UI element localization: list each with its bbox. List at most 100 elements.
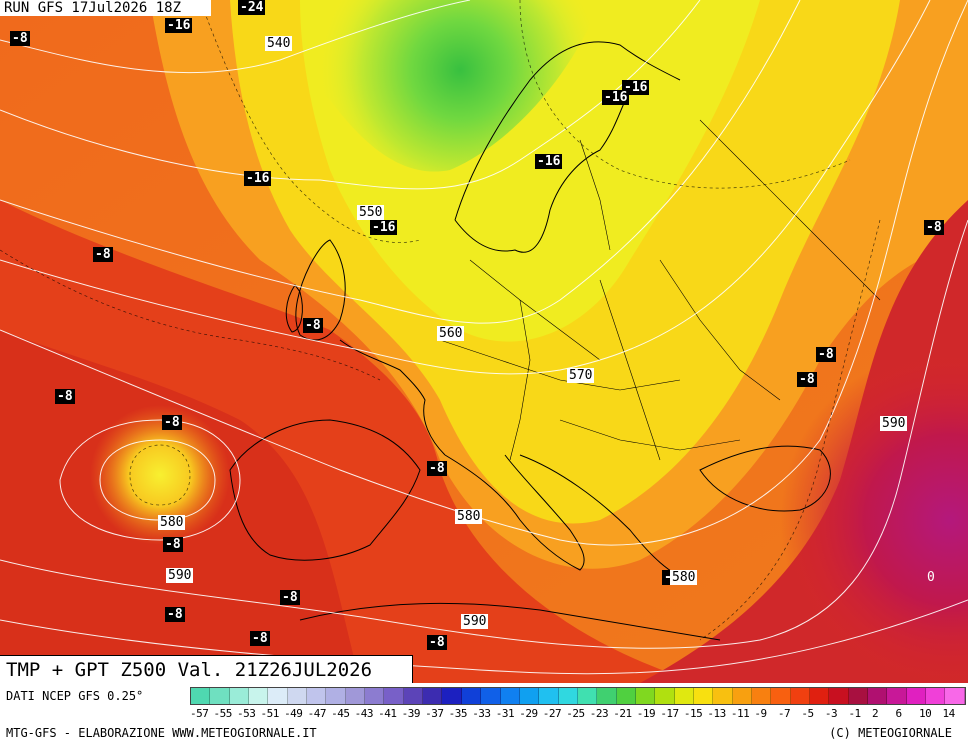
temperature-label: -16 [370, 220, 398, 235]
scale-tick-label: -35 [448, 707, 468, 720]
map-canvas [0, 0, 968, 683]
scale-swatch [829, 688, 849, 704]
coast-scandinavia [454, 41, 681, 221]
scale-tick-label: -55 [213, 707, 233, 720]
temperature-label: -16 [602, 90, 630, 105]
scale-tick-label: -43 [354, 707, 374, 720]
scale-tick-label: -41 [378, 707, 397, 720]
scale-swatch [577, 688, 598, 704]
scale-swatch [307, 688, 327, 704]
temperature-label: 0 [927, 570, 935, 585]
scale-tick-label: -15 [683, 707, 703, 720]
temperature-label: -8 [162, 415, 182, 430]
scale-swatch [848, 688, 869, 704]
extreme-zone [760, 330, 968, 683]
scale-tick-label: 10 [918, 707, 932, 720]
coast-balkans [519, 454, 691, 581]
scale-swatch [616, 688, 636, 704]
scale-swatch [906, 688, 927, 704]
scale-tick-label: -9 [754, 707, 767, 720]
coast-italy [444, 454, 585, 571]
copyright-text: (C) METEOGIORNALE [829, 726, 952, 740]
scale-tick-label: -49 [284, 707, 303, 720]
temperature-label: -8 [10, 31, 30, 46]
temperature-label: -8 [816, 347, 836, 362]
isoline-low [59, 419, 241, 541]
temperature-label: -8 [303, 318, 323, 333]
scale-tick-label: 2 [871, 707, 879, 720]
cutoff-low [90, 405, 230, 545]
scale-swatch [810, 688, 830, 704]
scale-swatch [423, 688, 443, 704]
coast-black-sea [699, 445, 831, 512]
isoline [0, 599, 968, 675]
scale-swatch [345, 688, 366, 704]
cold-zone [230, 0, 600, 172]
color-scale-ticks: -57 -55 -53 -51 -49 -47 -45 -43 -41 -39 -37 -35 -33-… [190, 707, 966, 723]
scale-swatch [210, 688, 230, 704]
scale-swatch [674, 688, 694, 704]
isotherm [199, 0, 421, 243]
scale-tick-label: -13 [707, 707, 726, 720]
scale-swatch [945, 688, 965, 704]
temperature-isotherms [0, 0, 881, 641]
scale-tick-label: -19 [636, 707, 656, 720]
scale-tick-label: -25 [566, 707, 585, 720]
scale-tick-label: -37 [425, 707, 444, 720]
border-line [509, 299, 531, 461]
country-borders [439, 119, 881, 461]
scale-swatch [558, 688, 578, 704]
temperature-label: -24 [238, 0, 266, 15]
temperature-label: -8 [427, 635, 447, 650]
border-line [699, 119, 881, 301]
scale-tick-label: -21 [613, 707, 632, 720]
isoline [0, 0, 471, 74]
scale-tick-label: -1 [848, 707, 861, 720]
border-line [559, 419, 741, 451]
scale-tick-label: -17 [660, 707, 679, 720]
coast-north-africa [299, 602, 721, 641]
scale-swatch [635, 688, 656, 704]
scale-tick-label: -39 [401, 707, 421, 720]
temperature-label: -8 [93, 247, 113, 262]
weather-map: -24 -16 -8 -16 -16 -16 -16 -16 -8 -8 -8 … [0, 0, 968, 683]
scale-tick-label: -51 [260, 707, 280, 720]
scale-tick-label: 14 [942, 707, 956, 720]
scale-swatch [751, 688, 772, 704]
coast-ireland [285, 284, 303, 333]
scale-swatch [365, 688, 385, 704]
temperature-label: -8 [163, 537, 183, 552]
scale-swatch [384, 688, 404, 704]
scale-swatch [887, 688, 907, 704]
scale-swatch [519, 688, 540, 704]
coast-baltic [454, 89, 631, 253]
scale-swatch [732, 688, 752, 704]
temperature-label: -8 [427, 461, 447, 476]
scale-swatch [249, 688, 269, 704]
geopotential-label: 570 [567, 368, 595, 383]
scale-tick-label: 6 [895, 707, 902, 720]
isoline [0, 219, 968, 649]
scale-tick-label: -5 [801, 707, 814, 720]
border-line [579, 139, 611, 251]
temperature-label: -8 [924, 220, 944, 235]
temperature-label: -8 [280, 590, 300, 605]
scale-swatch [326, 688, 346, 704]
temperature-label: -16 [535, 154, 563, 169]
scale-tick-label: -29 [519, 707, 538, 720]
scale-swatch [500, 688, 520, 704]
geopotential-label: 590 [461, 614, 489, 629]
scale-swatch [926, 688, 946, 704]
scale-swatch [287, 688, 308, 704]
color-scale [190, 687, 966, 705]
scale-tick-label: -53 [237, 707, 256, 720]
scale-swatch [461, 688, 482, 704]
temperature-label: -8 [165, 607, 185, 622]
isoline [0, 0, 931, 375]
scale-swatch [868, 688, 888, 704]
geopotential-label: 580 [158, 515, 186, 530]
scale-swatch [403, 688, 424, 704]
scale-tick-label: -7 [777, 707, 791, 720]
temperature-label: -8 [797, 372, 817, 387]
scale-swatch [442, 688, 462, 704]
